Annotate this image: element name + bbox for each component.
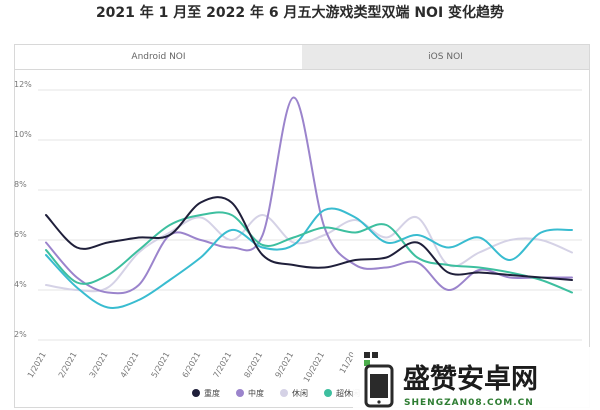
legend-label-1: 中度 <box>248 388 264 398</box>
legend-label-0: 重度 <box>204 388 220 398</box>
y-tick-label: 2% <box>14 330 27 339</box>
x-tick-label: 3/2021 <box>88 351 110 380</box>
series-line-2 <box>45 213 573 293</box>
x-tick-label: 9/2021 <box>273 351 295 380</box>
tab-android-noi[interactable]: Android NOI <box>15 45 302 69</box>
legend-marker-1 <box>236 389 244 397</box>
platform-tabs: Android NOI iOS NOI <box>14 44 590 70</box>
legend-label-2: 休闲 <box>292 388 308 398</box>
y-tick-labels: 2% 4% 6% 8% 10% 12% <box>14 80 32 339</box>
legend: 重度 中度 休闲 超休闲 <box>192 388 360 398</box>
watermark: 盛赞安卓网 SHENGZAN08.COM.CN <box>353 347 600 410</box>
x-tick-label: 2/2021 <box>57 351 79 380</box>
x-tick-label: 10/2021 <box>302 351 326 384</box>
chart-frame <box>14 69 590 408</box>
y-tick-label: 6% <box>14 230 27 239</box>
legend-label-3: 超休闲 <box>336 388 360 398</box>
series-line-0 <box>45 196 573 281</box>
page-title: 2021 年 1 月至 2022 年 6 月五大游戏类型双端 NOI 变化趋势 <box>95 5 505 21</box>
watermark-brand: 盛赞安卓网 <box>403 364 538 395</box>
x-tick-label: 8/2021 <box>242 351 264 380</box>
grid-layer <box>38 89 582 341</box>
x-tick-label: 4/2021 <box>119 351 141 380</box>
series-line-4 <box>45 207 573 309</box>
x-tick-label: 6/2021 <box>181 351 203 380</box>
y-tick-label: 10% <box>14 130 32 139</box>
y-tick-label: 4% <box>14 280 27 289</box>
tab-ios-noi[interactable]: iOS NOI <box>302 45 589 69</box>
y-tick-label: 8% <box>14 180 27 189</box>
series-layer <box>45 96 573 309</box>
legend-marker-0 <box>192 389 200 397</box>
series-line-3 <box>45 211 573 294</box>
x-tick-label: 7/2021 <box>212 351 234 380</box>
x-tick-labels: 1/2021 2/2021 3/2021 4/2021 5/2021 6/2021 7/20… <box>26 351 357 384</box>
legend-marker-2 <box>280 389 288 397</box>
x-tick-label: 5/2021 <box>150 351 172 380</box>
legend-marker-3 <box>324 389 332 397</box>
watermark-backdrop <box>353 347 600 410</box>
x-tick-label: 1/2021 <box>26 351 48 380</box>
phone-logo-icon <box>364 352 394 408</box>
y-tick-label: 12% <box>14 80 32 89</box>
watermark-url: SHENGZAN08.COM.CN <box>404 398 534 408</box>
series-line-1 <box>45 96 573 295</box>
